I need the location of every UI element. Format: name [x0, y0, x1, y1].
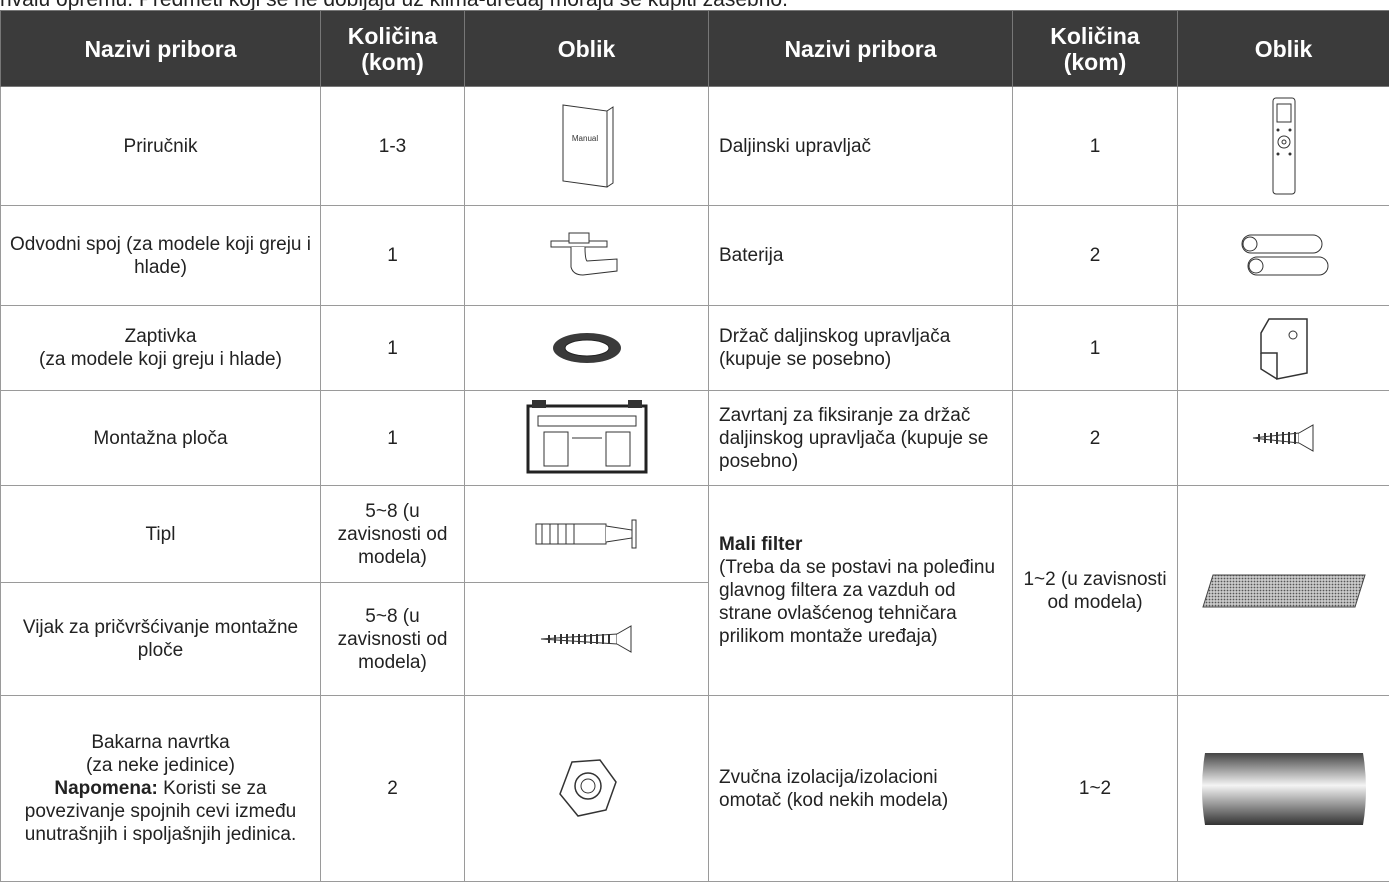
name-line: Bakarna navrtka — [91, 732, 229, 753]
qty: 1 — [1013, 306, 1178, 391]
header-row: Nazivi pribora Količina (kom) Oblik Nazi… — [1, 11, 1389, 87]
filter-icon — [1199, 571, 1369, 611]
gasket-icon — [547, 328, 627, 368]
name: Mali filter(Treba da se postavi na poleđ… — [709, 486, 1013, 696]
header: Nazivi pribora — [709, 11, 1013, 87]
note-label: Napomena: — [54, 778, 157, 799]
qty: 1 — [321, 306, 465, 391]
name: Baterija — [709, 206, 1013, 306]
nut-icon — [552, 754, 622, 824]
plate-icon — [522, 398, 652, 478]
cell — [465, 306, 709, 391]
row: Montažna ploča 1 Zavrtanj za fiksiranje … — [1, 391, 1389, 486]
cell — [1178, 486, 1389, 696]
name: Zavrtanj za fiksiranje za držač daljinsk… — [709, 391, 1013, 486]
anchor-icon — [532, 516, 642, 552]
qty: 5~8 (u zavisnosti od modela) — [321, 486, 465, 583]
qty: 5~8 (u zavisnosti od modela) — [321, 583, 465, 696]
accessory-table: Nazivi pribora Količina (kom) Oblik Nazi… — [0, 10, 1389, 882]
cell — [465, 391, 709, 486]
row: Priručnik 1-3 Manual Daljinski upravljač… — [1, 87, 1389, 206]
header: Količina (kom) — [321, 11, 465, 87]
header: Nazivi pribora — [1, 11, 321, 87]
qty: 1~2 — [1013, 696, 1178, 882]
qty: 1~2 (u zavisnosti od modela) — [1013, 486, 1178, 696]
name-line: (za modele koji greju i hlade) — [39, 349, 282, 370]
name: Zaptivka(za modele koji greju i hlade) — [1, 306, 321, 391]
row: Odvodni spoj (za modele koji greju i hla… — [1, 206, 1389, 306]
name-line: (za neke jedinice) — [86, 755, 235, 776]
cell — [1178, 87, 1389, 206]
name-bold: Mali filter — [719, 534, 802, 555]
header: Količina (kom) — [1013, 11, 1178, 87]
cell — [1178, 206, 1389, 306]
insulation-icon — [1199, 749, 1369, 829]
name: Držač daljinskog upravljača (kupuje se p… — [709, 306, 1013, 391]
qty: 1 — [321, 206, 465, 306]
name: Priručnik — [1, 87, 321, 206]
cell — [465, 486, 709, 583]
name: Bakarna navrtka(za neke jedinice)Napomen… — [1, 696, 321, 882]
header: Oblik — [465, 11, 709, 87]
name: Montažna ploča — [1, 391, 321, 486]
screw-icon — [1249, 423, 1319, 453]
drain-joint-icon — [547, 231, 627, 281]
manual-icon: Manual — [557, 101, 617, 191]
qty: 1 — [1013, 87, 1178, 206]
qty: 2 — [321, 696, 465, 882]
qty: 2 — [1013, 391, 1178, 486]
cell — [465, 206, 709, 306]
name: Odvodni spoj (za modele koji greju i hla… — [1, 206, 321, 306]
cell — [1178, 391, 1389, 486]
row: Tipl 5~8 (u zavisnosti od modela) Mali f… — [1, 486, 1389, 583]
manual-label: Manual — [571, 134, 597, 143]
cell — [1178, 696, 1389, 882]
holder-icon — [1249, 313, 1319, 383]
header: Oblik — [1178, 11, 1389, 87]
qty: 1 — [321, 391, 465, 486]
qty: 1-3 — [321, 87, 465, 206]
name: Tipl — [1, 486, 321, 583]
remote-icon — [1269, 96, 1299, 196]
name-line: Zaptivka — [125, 326, 197, 347]
cell — [465, 696, 709, 882]
battery-icon — [1234, 231, 1334, 281]
row: Bakarna navrtka(za neke jedinice)Napomen… — [1, 696, 1389, 882]
name: Zvučna izolacija/izolacioni omotač (kod … — [709, 696, 1013, 882]
cell — [465, 583, 709, 696]
name: Vijak za pričvršćivanje montažne ploče — [1, 583, 321, 696]
cell — [1178, 306, 1389, 391]
cell: Manual — [465, 87, 709, 206]
name: Daljinski upravljač — [709, 87, 1013, 206]
row: Zaptivka(za modele koji greju i hlade) 1… — [1, 306, 1389, 391]
name-note: (Treba da se postavi na poleđinu glavnog… — [719, 557, 995, 647]
screw-icon — [537, 624, 637, 654]
qty: 2 — [1013, 206, 1178, 306]
